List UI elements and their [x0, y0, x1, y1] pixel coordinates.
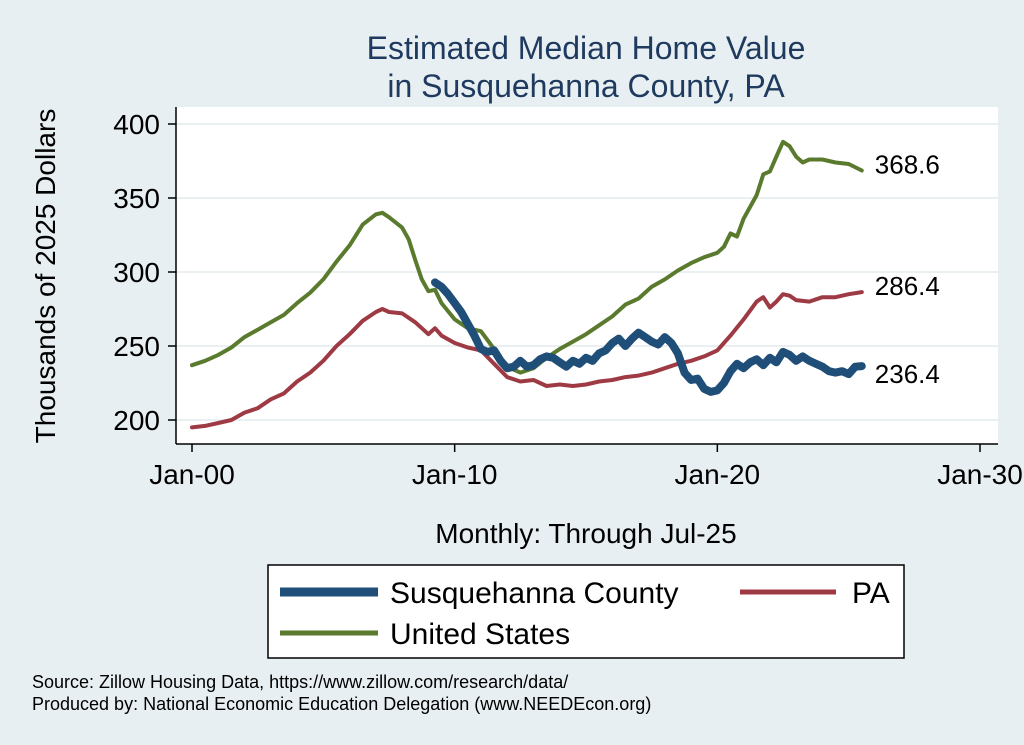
- chart-title-line-2: in Susquehanna County, PA: [387, 68, 785, 104]
- y-tick-label-200: 200: [113, 405, 160, 436]
- legend-box: [267, 564, 905, 659]
- y-tick-label-300: 300: [113, 257, 160, 288]
- end-value-label-pa: 286.4: [875, 271, 940, 301]
- series-line-pa: [190, 290, 864, 430]
- x-tick-label-Jan-10: Jan-10: [412, 459, 498, 490]
- x-axis-title: Monthly: Through Jul-25: [435, 518, 736, 549]
- ticks-layer: 200 250 300 350 400 Jan-00 Jan-10 Jan-20 Jan-30: [113, 109, 1023, 490]
- series-layer: 236.4 286.4 368.6: [190, 139, 940, 430]
- legend: Susquehanna County PA United States: [267, 564, 905, 659]
- y-tick-label-350: 350: [113, 183, 160, 214]
- legend-label-pa: PA: [852, 577, 890, 610]
- end-value-label-susquehanna-county: 236.4: [875, 359, 940, 389]
- legend-label-susquehanna: Susquehanna County: [390, 577, 679, 610]
- legend-label-united-states: United States: [390, 618, 570, 651]
- produced-by-note: Produced by: National Economic Education…: [32, 694, 651, 714]
- end-value-label-united-states: 368.6: [875, 149, 940, 179]
- x-tick-label-Jan-20: Jan-20: [675, 459, 761, 490]
- plot-area: [176, 107, 998, 444]
- source-note: Source: Zillow Housing Data, https://www…: [32, 672, 568, 692]
- x-tick-label-Jan-00: Jan-00: [149, 459, 235, 490]
- series-line-susquehanna-county: [431, 278, 866, 396]
- y-tick-label-400: 400: [113, 109, 160, 140]
- y-tick-label-250: 250: [113, 331, 160, 362]
- x-tick-label-Jan-30: Jan-30: [937, 459, 1023, 490]
- chart-title-line-1: Estimated Median Home Value: [367, 30, 806, 66]
- gridlines: [176, 123, 998, 421]
- y-axis-title: Thousands of 2025 Dollars: [30, 109, 61, 444]
